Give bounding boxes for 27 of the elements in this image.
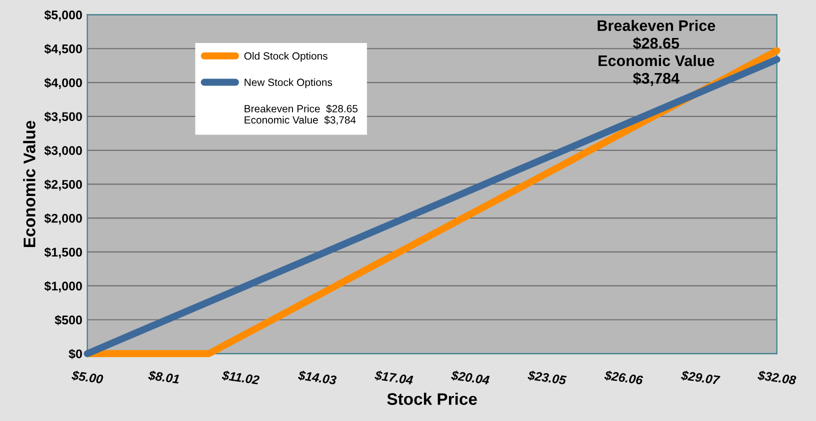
y-tick-label: $5,000 bbox=[44, 10, 82, 22]
y-tick-label: $1,000 bbox=[44, 281, 82, 292]
x-axis-title: Stock Price bbox=[387, 392, 477, 405]
y-tick-label: $1,500 bbox=[44, 247, 82, 258]
annotation: Breakeven Price $28.65 Economic Value $3,784 bbox=[598, 20, 716, 86]
y-tick-label: $3,500 bbox=[44, 112, 82, 123]
legend-label: New Stock Options bbox=[244, 78, 332, 88]
y-tick-label: $0 bbox=[68, 348, 82, 360]
x-tick-label: $23.05 bbox=[527, 370, 567, 386]
x-tick-label: $26.06 bbox=[604, 370, 644, 386]
x-tick-label: $8.01 bbox=[148, 370, 180, 384]
x-tick-label: $29.07 bbox=[680, 370, 720, 386]
x-tick-label: $14.03 bbox=[298, 370, 337, 386]
x-tick-label: $17.04 bbox=[374, 370, 414, 386]
y-tick-label: $3,000 bbox=[44, 146, 82, 157]
x-tick-label: $20.04 bbox=[450, 370, 490, 386]
x-tick-label: $32.08 bbox=[757, 370, 797, 386]
annotation: Breakeven Price $28.65 Economic Value $3,784 bbox=[244, 104, 358, 125]
legend-label: Old Stock Options bbox=[244, 52, 328, 62]
x-tick-label: $5.00 bbox=[71, 370, 104, 385]
x-tick-label: $11.02 bbox=[221, 370, 260, 386]
y-tick-label: $2,000 bbox=[44, 213, 82, 225]
y-tick-label: $500 bbox=[54, 315, 82, 326]
y-tick-label: $4,500 bbox=[44, 44, 82, 56]
y-axis-title: Economic Value bbox=[23, 120, 36, 247]
y-tick-label: $4,000 bbox=[44, 78, 82, 89]
y-tick-label: $2,500 bbox=[44, 179, 82, 191]
